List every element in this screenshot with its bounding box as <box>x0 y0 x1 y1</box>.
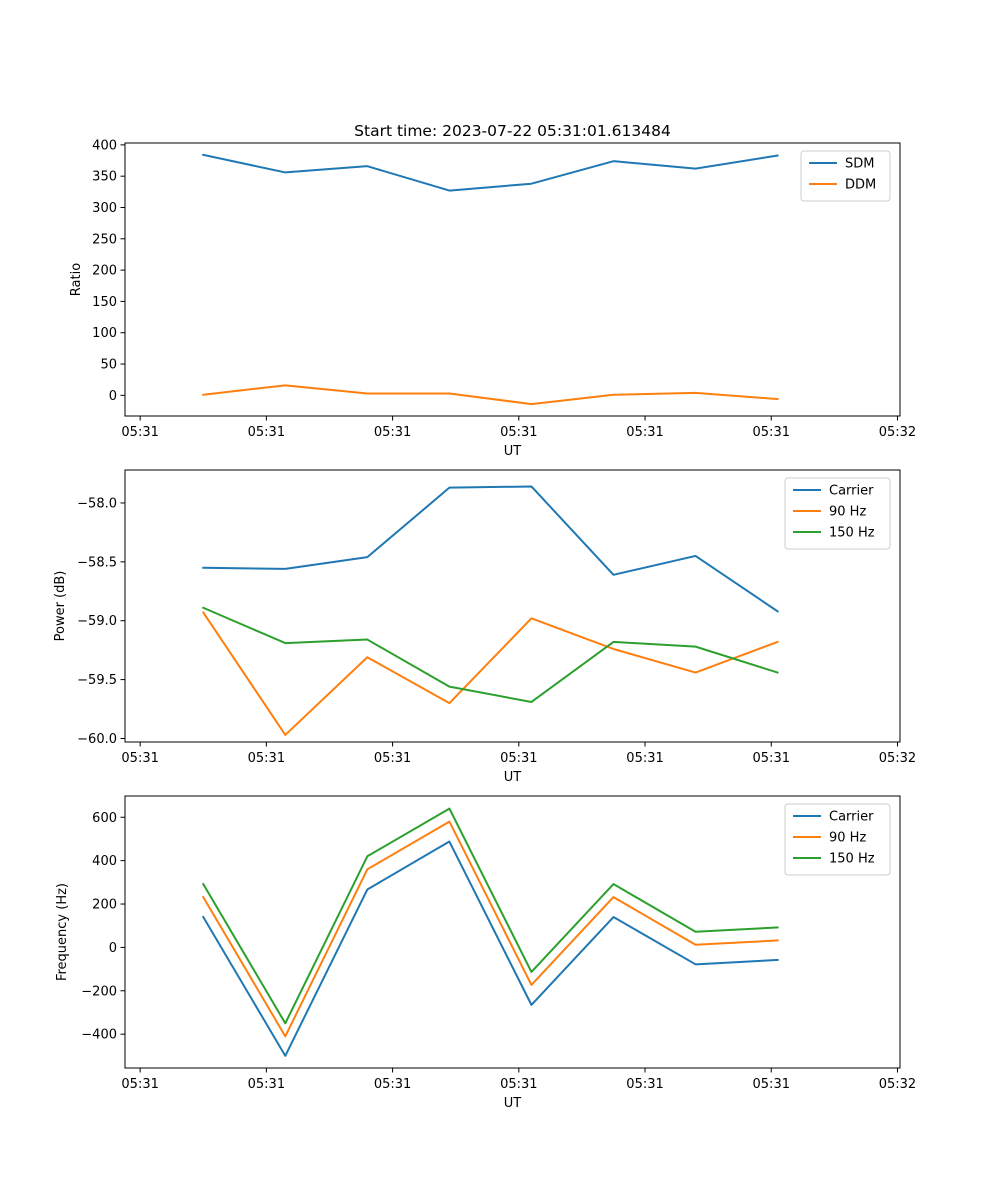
y-tick-label: 400 <box>92 854 117 869</box>
chart-panel-1: 0 50 100 150 200 250 300 350 400 05:31 05:31 05:31 0… <box>69 138 916 459</box>
x-tick-label: 05:31 <box>753 425 790 440</box>
y-tick-label: 200 <box>92 264 117 279</box>
plot-frame <box>124 142 901 417</box>
chart-panel-3: −400 −200 0 200 400 600 05:31 05:31 05:31 05:31 05… <box>55 795 916 1111</box>
y-tick-label: 400 <box>92 138 117 153</box>
plot-frame <box>124 469 901 743</box>
x-tick-label: 05:31 <box>248 1077 285 1092</box>
x-axis-label: UT <box>504 770 522 785</box>
x-tick-label: 05:31 <box>374 751 411 766</box>
x-tick-label: 05:31 <box>374 425 411 440</box>
x-tick-label: 05:31 <box>626 751 663 766</box>
series-line-carrier <box>202 485 779 613</box>
y-tick-label: −59.0 <box>77 614 117 629</box>
y-tick-label: 600 <box>92 811 117 826</box>
y-tick-label: 350 <box>92 170 117 185</box>
y-tick-label: 200 <box>92 898 117 913</box>
legend-label: SDM <box>845 157 874 172</box>
y-tick-label: 0 <box>109 389 117 404</box>
series-line-150-hz <box>201 807 779 1025</box>
chart-panel-2: −60.0 −59.5 −59.0 −58.5 −58.0 05:31 05:31 05:31… <box>53 469 916 785</box>
legend-label: DDM <box>845 178 876 193</box>
y-tick-label: 250 <box>92 232 117 247</box>
y-tick-label: −60.0 <box>77 732 117 747</box>
legend-label: 90 Hz <box>829 505 866 520</box>
x-tick-label: 05:31 <box>626 1077 663 1092</box>
x-tick-label: 05:31 <box>753 751 790 766</box>
x-tick-label: 05:32 <box>879 751 916 766</box>
y-axis-label: Ratio <box>69 263 84 296</box>
series-line-ddm <box>202 384 779 406</box>
legend-label: Carrier <box>829 810 874 825</box>
x-tick-label: 05:31 <box>248 425 285 440</box>
legend: Carrier 90 Hz 150 Hz <box>784 803 891 876</box>
x-tick-label: 05:31 <box>500 751 537 766</box>
y-tick-label: 0 <box>109 941 117 956</box>
x-tick-label: 05:31 <box>500 1077 537 1092</box>
y-axis-label: Frequency (Hz) <box>55 883 70 981</box>
y-tick-label: −58.0 <box>77 496 117 511</box>
legend: Carrier 90 Hz 150 Hz <box>784 477 891 550</box>
series-line-carrier <box>201 840 779 1057</box>
x-axis-label: UT <box>504 444 522 459</box>
y-tick-label: −59.5 <box>77 673 117 688</box>
legend-label: Carrier <box>829 484 874 499</box>
x-tick-label: 05:32 <box>879 425 916 440</box>
x-tick-label: 05:31 <box>248 751 285 766</box>
x-tick-label: 05:31 <box>753 1077 790 1092</box>
x-tick-label: 05:31 <box>121 751 158 766</box>
plot-frame <box>124 795 901 1069</box>
series-line-90-hz <box>201 611 779 736</box>
x-tick-label: 05:31 <box>500 425 537 440</box>
y-axis-label: Power (dB) <box>53 571 68 642</box>
legend-label: 150 Hz <box>829 526 875 541</box>
y-tick-label: 50 <box>100 358 117 373</box>
y-tick-label: 150 <box>92 295 117 310</box>
legend-label: 150 Hz <box>829 852 875 867</box>
legend: SDM DDM <box>800 150 891 202</box>
legend-label: 90 Hz <box>829 831 866 846</box>
series-line-90-hz <box>201 820 779 1038</box>
x-tick-label: 05:31 <box>626 425 663 440</box>
series-line-150-hz <box>201 606 779 703</box>
x-tick-label: 05:31 <box>121 1077 158 1092</box>
y-tick-label: 300 <box>92 201 117 216</box>
y-tick-label: −58.5 <box>77 555 117 570</box>
x-axis-label: UT <box>504 1096 522 1111</box>
y-tick-label: 100 <box>92 326 117 341</box>
x-tick-label: 05:31 <box>121 425 158 440</box>
x-tick-label: 05:31 <box>374 1077 411 1092</box>
series-line-sdm <box>202 153 779 192</box>
y-tick-label: −400 <box>81 1028 117 1043</box>
figure-title: Start time: 2023-07-22 05:31:01.613484 <box>354 122 671 140</box>
x-tick-label: 05:32 <box>879 1077 916 1092</box>
y-tick-label: −200 <box>81 984 117 999</box>
